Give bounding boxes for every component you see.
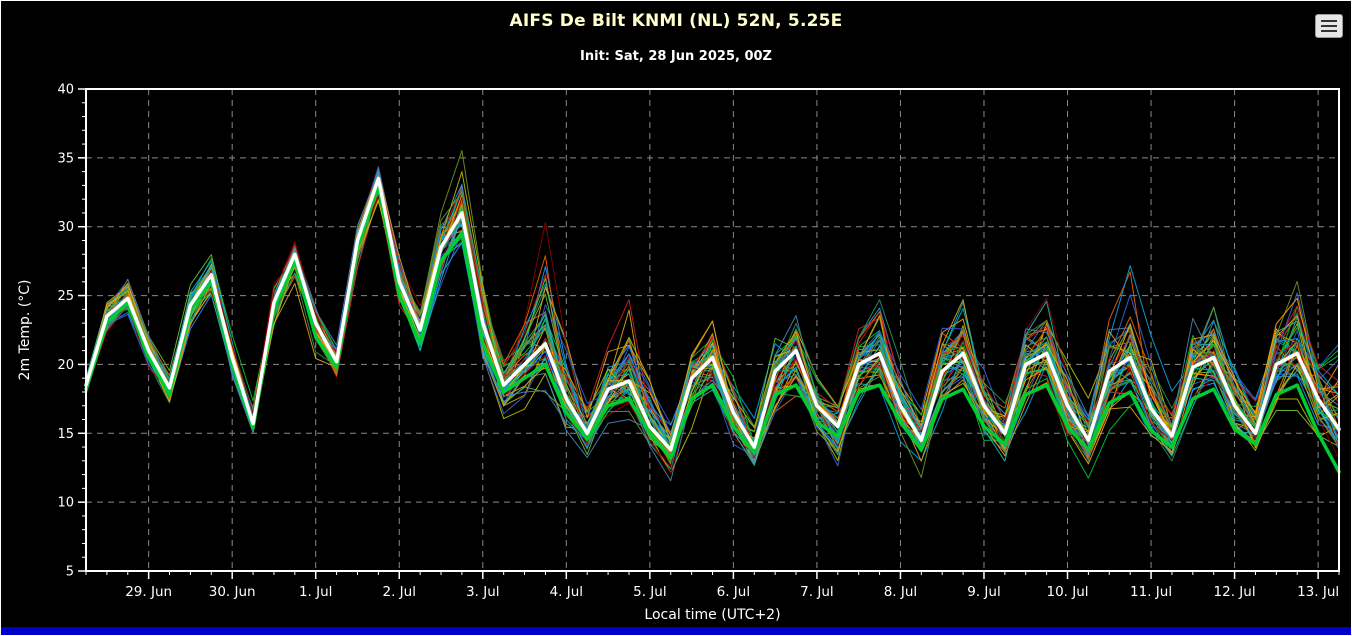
x-tick-label: 30. Jun — [209, 584, 256, 600]
x-tick-label: 3. Jul — [466, 584, 499, 600]
y-tick-label: 15 — [57, 427, 74, 442]
x-tick-label: 2. Jul — [383, 584, 416, 600]
hamburger-menu-icon — [1321, 30, 1337, 32]
x-tick-label: 11. Jul — [1130, 584, 1172, 600]
y-tick-label: 35 — [57, 151, 74, 166]
x-tick-label: 5. Jul — [633, 584, 666, 600]
y-tick-label: 40 — [57, 83, 74, 98]
control-green-line — [84, 183, 1341, 474]
bottom-blue-strip — [1, 627, 1351, 635]
x-axis-title: Local time (UTC+2) — [644, 607, 780, 623]
x-tick-label: 8. Jul — [884, 584, 917, 600]
x-tick-label: 13. Jul — [1297, 584, 1339, 600]
x-tick-label: 12. Jul — [1214, 584, 1256, 600]
chart-context-menu-button[interactable] — [1315, 14, 1343, 38]
ensemble-member-line — [85, 170, 1340, 456]
x-tick-label: 4. Jul — [550, 584, 583, 600]
y-tick-label: 25 — [57, 289, 74, 304]
ensemble-mean-white-line — [84, 176, 1341, 452]
y-tick-label: 20 — [57, 358, 74, 373]
x-tick-label: 9. Jul — [967, 584, 1000, 600]
ensemble-member-line — [85, 172, 1340, 482]
x-tick-label: 1. Jul — [299, 584, 332, 600]
chart-subtitle: Init: Sat, 28 Jun 2025, 00Z — [580, 49, 772, 64]
ensemble-member-line — [85, 184, 1340, 466]
y-tick-label: 30 — [57, 220, 74, 235]
y-tick-label: 10 — [57, 496, 74, 511]
x-tick-label: 10. Jul — [1046, 584, 1088, 600]
hamburger-menu-icon — [1321, 25, 1337, 27]
chart-title: AIFS De Bilt KNMI (NL) 52N, 5.25E — [509, 11, 843, 31]
x-tick-label: 7. Jul — [800, 584, 833, 600]
x-tick-label: 6. Jul — [717, 584, 750, 600]
temperature-ensemble-chart: 5 10 15 20 25 30 35 40 29. Jun 30. Jun 1. Jul 2. Ju… — [17, 83, 1341, 623]
hamburger-menu-icon — [1321, 20, 1337, 22]
x-tick-label: 29. Jun — [125, 584, 172, 600]
ensemble-member-line — [85, 194, 1340, 468]
y-tick-label: 5 — [66, 565, 74, 580]
y-axis-title: 2m Temp. (°C) — [17, 280, 33, 381]
